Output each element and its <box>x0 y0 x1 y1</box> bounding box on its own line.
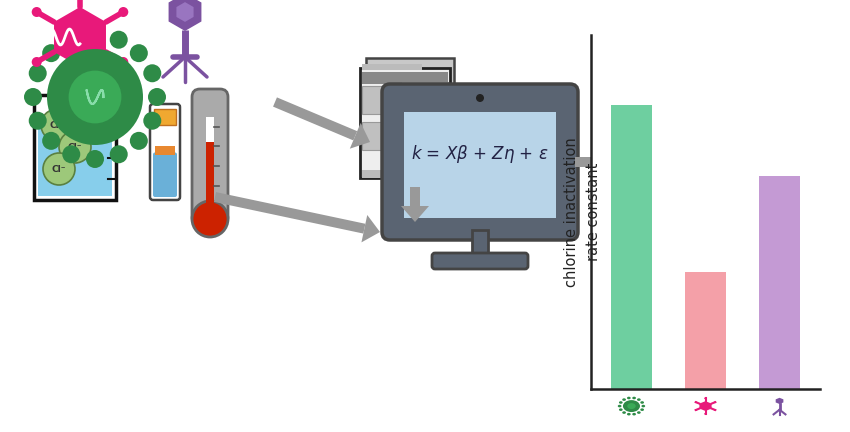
Bar <box>404 112 556 218</box>
Circle shape <box>632 413 636 416</box>
Circle shape <box>619 401 623 404</box>
Circle shape <box>62 145 80 163</box>
Bar <box>362 86 398 114</box>
Circle shape <box>118 7 128 17</box>
Circle shape <box>714 409 717 411</box>
Circle shape <box>43 153 75 185</box>
Bar <box>38 117 112 196</box>
FancyBboxPatch shape <box>192 89 228 225</box>
Circle shape <box>627 397 631 399</box>
Polygon shape <box>410 187 420 206</box>
Polygon shape <box>214 192 366 234</box>
Circle shape <box>42 44 60 62</box>
Circle shape <box>31 7 42 17</box>
Polygon shape <box>177 2 194 22</box>
Circle shape <box>31 57 42 67</box>
Bar <box>759 176 800 389</box>
Circle shape <box>192 201 228 237</box>
FancyBboxPatch shape <box>382 84 578 240</box>
Polygon shape <box>350 123 370 149</box>
Circle shape <box>704 413 707 415</box>
Circle shape <box>29 112 47 130</box>
Bar <box>362 170 448 178</box>
Bar <box>362 72 448 84</box>
Circle shape <box>47 49 143 145</box>
Bar <box>360 68 450 178</box>
Circle shape <box>110 145 128 163</box>
Polygon shape <box>776 398 784 404</box>
Circle shape <box>627 413 631 416</box>
Bar <box>366 58 454 166</box>
Circle shape <box>704 397 707 399</box>
Circle shape <box>627 403 636 409</box>
Bar <box>472 230 488 260</box>
Bar <box>154 109 176 125</box>
Circle shape <box>110 31 128 49</box>
Circle shape <box>622 411 626 414</box>
FancyBboxPatch shape <box>150 104 180 200</box>
Circle shape <box>637 411 641 414</box>
Circle shape <box>476 94 484 102</box>
Circle shape <box>130 132 148 150</box>
Bar <box>206 142 214 215</box>
Polygon shape <box>401 206 429 222</box>
Bar <box>36 96 114 197</box>
Circle shape <box>148 88 166 106</box>
Circle shape <box>24 88 42 106</box>
Circle shape <box>86 150 104 168</box>
Circle shape <box>144 112 162 130</box>
Polygon shape <box>273 97 357 140</box>
FancyBboxPatch shape <box>153 152 177 197</box>
Bar <box>611 105 652 389</box>
Circle shape <box>623 400 640 412</box>
Circle shape <box>69 70 122 124</box>
Circle shape <box>714 401 717 403</box>
Text: Cl⁻: Cl⁻ <box>68 143 82 152</box>
Circle shape <box>640 401 644 404</box>
Circle shape <box>62 31 80 49</box>
Circle shape <box>694 401 697 403</box>
Text: Cl⁻: Cl⁻ <box>50 121 65 130</box>
Circle shape <box>130 44 148 62</box>
FancyBboxPatch shape <box>432 253 528 269</box>
Circle shape <box>29 64 47 82</box>
Circle shape <box>640 408 644 411</box>
Circle shape <box>642 405 645 407</box>
Circle shape <box>619 408 623 411</box>
Circle shape <box>118 57 128 67</box>
Circle shape <box>41 109 73 141</box>
Circle shape <box>632 397 636 399</box>
Polygon shape <box>169 0 201 30</box>
Text: Cl⁻: Cl⁻ <box>52 165 66 174</box>
Polygon shape <box>575 157 604 167</box>
Polygon shape <box>700 401 711 411</box>
Circle shape <box>622 398 626 401</box>
Bar <box>155 146 175 155</box>
Text: k = X$\beta$ + Z$\eta$ + $\varepsilon$: k = X$\beta$ + Z$\eta$ + $\varepsilon$ <box>411 143 549 165</box>
Circle shape <box>42 132 60 150</box>
Circle shape <box>75 82 85 92</box>
Circle shape <box>618 405 621 407</box>
Y-axis label: chlorine inactivation
rate constant: chlorine inactivation rate constant <box>564 137 601 286</box>
Polygon shape <box>604 148 620 176</box>
Polygon shape <box>361 215 380 242</box>
Circle shape <box>694 409 697 411</box>
Circle shape <box>86 26 104 44</box>
Bar <box>402 82 448 146</box>
Bar <box>362 64 422 70</box>
Bar <box>362 122 398 150</box>
Circle shape <box>144 64 162 82</box>
Circle shape <box>59 131 91 163</box>
Bar <box>206 117 214 215</box>
Polygon shape <box>54 7 106 67</box>
Circle shape <box>637 398 641 401</box>
Bar <box>685 272 726 389</box>
